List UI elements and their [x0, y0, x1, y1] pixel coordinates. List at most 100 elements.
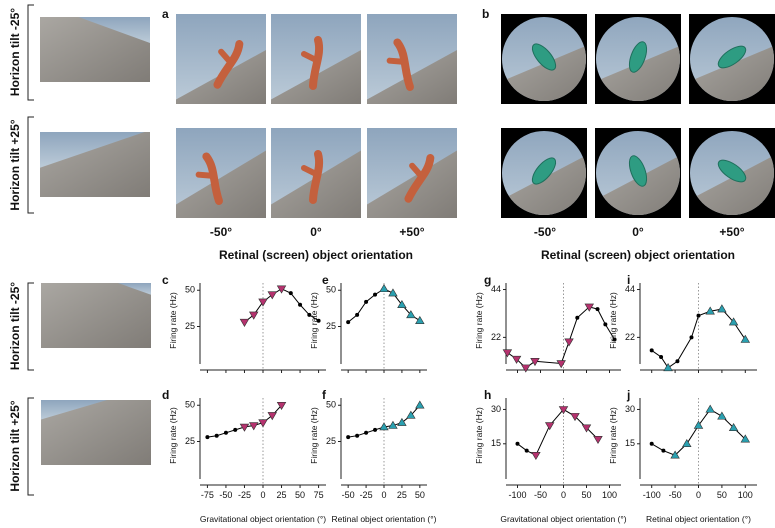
- data-triangle: [379, 284, 389, 293]
- data-line: [651, 308, 746, 369]
- data-triangle: [276, 402, 287, 411]
- scene-image: [595, 128, 681, 218]
- data-line: [348, 404, 421, 438]
- data-triangle: [584, 303, 594, 312]
- data-point: [649, 441, 654, 446]
- data-triangle: [267, 291, 277, 300]
- data-point: [355, 312, 360, 317]
- y-tick-label: 50: [185, 400, 195, 410]
- data-triangle: [249, 422, 259, 431]
- y-tick-label: 25: [185, 436, 195, 446]
- data-triangle: [388, 420, 398, 429]
- axis-title: Retinal (screen) object orientation: [219, 248, 413, 262]
- x-tick-label: -50: [669, 490, 682, 500]
- data-point: [223, 430, 228, 435]
- aperture: [502, 17, 586, 101]
- data-point: [364, 430, 369, 435]
- panel-letter: f: [322, 388, 327, 402]
- orientation-label: -50°: [534, 225, 556, 239]
- panel-letter: c: [162, 273, 169, 287]
- sky: [118, 283, 151, 295]
- data-triangle: [502, 349, 513, 358]
- object: [531, 43, 557, 71]
- data-line: [244, 288, 319, 323]
- scene-image: [689, 128, 775, 218]
- scene-image: [271, 128, 361, 218]
- ground: [502, 155, 586, 215]
- y-axis-title: Firing rate (Hz): [474, 407, 484, 464]
- data-triangle: [511, 355, 522, 364]
- ground: [596, 155, 680, 215]
- data-point: [595, 307, 600, 312]
- data-triangle: [570, 413, 580, 422]
- data-point: [612, 337, 617, 342]
- y-axis-title: Firing rate (Hz): [168, 407, 178, 464]
- x-tick-label: -50: [219, 490, 232, 500]
- object: [717, 45, 747, 69]
- x-tick-label: 50: [295, 490, 305, 500]
- data-point: [307, 312, 312, 317]
- ground: [176, 150, 266, 218]
- aperture: [596, 131, 680, 215]
- panel-letter: h: [484, 388, 491, 402]
- data-point: [649, 348, 654, 353]
- row-label: Horizon tilt +25°: [8, 400, 22, 491]
- ground: [367, 50, 457, 104]
- object: [628, 155, 648, 187]
- object: [386, 38, 414, 91]
- scene-image: [367, 14, 457, 104]
- data-triangle: [249, 311, 259, 320]
- x-tick-label: 25: [397, 490, 407, 500]
- x-tick-label: -50: [534, 490, 547, 500]
- object-branch: [301, 165, 319, 177]
- data-point: [355, 433, 360, 438]
- x-tick-label: 75: [314, 490, 324, 500]
- data-triangle: [717, 411, 727, 420]
- scene-image: [271, 14, 361, 104]
- data-triangle: [276, 285, 287, 294]
- data-line: [207, 404, 282, 438]
- data-point: [233, 427, 238, 432]
- panel-letter: i: [627, 273, 630, 287]
- object-branch: [386, 57, 407, 65]
- data-point: [524, 448, 529, 453]
- data-triangle: [558, 406, 569, 415]
- data-triangle: [717, 304, 727, 313]
- data-triangle: [670, 450, 680, 459]
- panel-letter: b: [482, 7, 489, 21]
- ground: [690, 45, 774, 101]
- object: [404, 153, 435, 203]
- data-triangle: [544, 422, 555, 431]
- data-point: [298, 302, 303, 307]
- data-triangle: [415, 315, 425, 324]
- y-tick-label: 22: [491, 332, 501, 342]
- scene-image: [595, 14, 681, 104]
- aperture: [690, 131, 774, 215]
- orientation-label: +50°: [719, 225, 744, 239]
- data-point: [346, 320, 351, 325]
- scene-image: [40, 132, 150, 197]
- panel-letter: e: [322, 273, 329, 287]
- x-axis-title: Gravitational object orientation (°): [200, 514, 326, 524]
- scene-image: [689, 14, 775, 104]
- x-tick-label: 0: [381, 490, 386, 500]
- row-label: Horizon tilt -25°: [8, 8, 22, 96]
- ground: [41, 283, 151, 348]
- y-axis-title: Firing rate (Hz): [608, 292, 618, 349]
- scene-image: [501, 14, 587, 104]
- y-axis-title: Firing rate (Hz): [168, 292, 178, 349]
- data-triangle: [581, 424, 592, 433]
- x-axis-title: Gravitational object orientation (°): [500, 514, 626, 524]
- panel-letter: d: [162, 388, 169, 402]
- data-triangle: [705, 306, 715, 315]
- object-branch: [195, 171, 216, 179]
- y-tick-label: 25: [326, 436, 336, 446]
- x-tick-label: 0: [561, 490, 566, 500]
- object: [213, 39, 244, 89]
- scene-image: [41, 400, 151, 465]
- row-label: Horizon tilt -25°: [8, 282, 22, 370]
- y-tick-label: 44: [491, 284, 501, 294]
- x-tick-label: -100: [643, 490, 661, 500]
- data-point: [346, 435, 351, 440]
- orientation-label: +50°: [399, 225, 424, 239]
